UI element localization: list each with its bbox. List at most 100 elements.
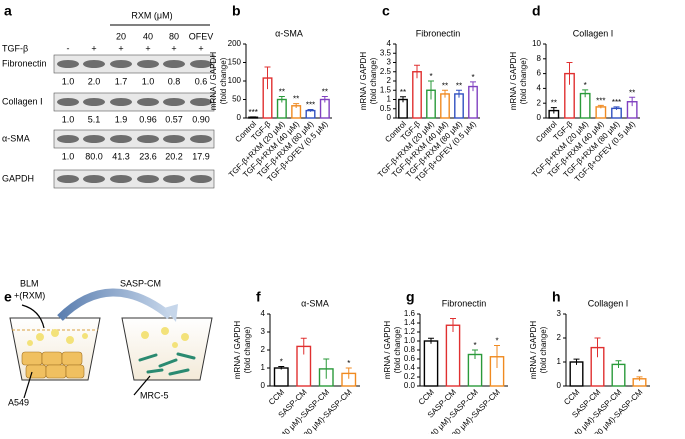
y-tick-label: 0	[387, 113, 392, 122]
band	[137, 98, 159, 106]
quant: 0.6	[195, 76, 208, 86]
bar	[468, 85, 478, 119]
error-bar	[300, 337, 307, 355]
error-bar	[321, 96, 328, 103]
band	[163, 175, 185, 183]
band	[57, 98, 79, 106]
band	[137, 135, 159, 143]
panel-label: f	[256, 289, 261, 305]
significance: **	[400, 88, 406, 97]
error-bar	[278, 96, 285, 103]
y-axis-label: (fold change)	[369, 57, 378, 104]
chart-title: Collagen I	[588, 298, 629, 308]
y-tick-label: 0	[557, 381, 562, 390]
significance: **	[456, 81, 462, 90]
y-tick-label: 2	[537, 98, 542, 107]
error-bar	[456, 89, 462, 98]
x-tick-label: CCM	[267, 387, 286, 406]
bar	[423, 340, 439, 387]
band	[83, 60, 105, 68]
chart-title: Fibronectin	[416, 28, 461, 38]
band	[190, 60, 212, 68]
significance: *	[495, 337, 498, 346]
y-axis-label: (fold change)	[219, 57, 228, 104]
quant: 41.3	[112, 151, 130, 161]
error-bar	[278, 366, 285, 370]
band	[110, 135, 132, 143]
y-tick-label: 1.0	[404, 336, 416, 345]
significance: ***	[248, 108, 257, 117]
chart-title: α-SMA	[301, 298, 329, 308]
blot-strip	[53, 92, 215, 112]
error-bar	[573, 358, 580, 365]
chart-title: α-SMA	[275, 28, 303, 38]
y-tick-label: 0	[261, 381, 266, 390]
quant: 1.0	[62, 114, 75, 124]
significance: **	[279, 88, 285, 97]
error-bar	[428, 337, 434, 344]
y-axis-label: (fold change)	[519, 57, 528, 104]
y-tick-label: 1	[557, 357, 562, 366]
y-tick-label: 50	[232, 95, 241, 104]
band	[57, 175, 79, 183]
error-bar	[550, 107, 557, 114]
quant: 2.0	[88, 76, 101, 86]
y-tick-label: 3.5	[380, 48, 392, 57]
significance: **	[293, 95, 299, 104]
y-axis-label: (fold change)	[243, 326, 252, 373]
y-tick-label: 3	[557, 309, 562, 318]
quant: 80.0	[85, 151, 103, 161]
band	[163, 135, 185, 143]
lane-sign: +	[145, 43, 150, 53]
band	[190, 135, 212, 143]
significance: *	[280, 358, 283, 367]
arrow	[23, 371, 33, 399]
significance: *	[347, 359, 350, 368]
y-tick-label: 0	[237, 113, 242, 122]
y-tick-label: 3	[387, 58, 392, 67]
band	[137, 60, 159, 68]
y-axis-label: mRNA / GAPDH	[529, 321, 538, 379]
band	[163, 98, 185, 106]
y-tick-label: 2	[261, 345, 266, 354]
significance: ***	[306, 101, 315, 110]
x-tick-label: CCM	[417, 387, 436, 406]
y-tick-label: 1.5	[380, 85, 392, 94]
dose: 80	[169, 31, 179, 41]
panel-label: d	[532, 3, 541, 19]
panel-label: h	[552, 289, 561, 305]
y-axis-label: mRNA / GAPDH	[383, 321, 392, 379]
error-bar	[293, 103, 300, 109]
quant: 23.6	[139, 151, 157, 161]
arrow	[21, 304, 45, 329]
dose: 40	[143, 31, 153, 41]
header: RXM (μM)	[131, 10, 172, 20]
error-bar	[597, 104, 604, 109]
chart-title: Collagen I	[573, 28, 614, 38]
quant: 0.57	[165, 114, 183, 124]
bar	[467, 353, 483, 387]
error-bar	[414, 64, 420, 79]
quant: 17.9	[192, 151, 210, 161]
bar	[569, 361, 584, 387]
y-tick-label: 0.0	[404, 381, 416, 390]
y-tick-label: 0.8	[404, 345, 416, 354]
lane-sign: +	[171, 43, 176, 53]
significance: *	[473, 341, 476, 350]
band	[57, 60, 79, 68]
y-tick-label: 100	[228, 76, 242, 85]
y-axis-label: (fold change)	[393, 326, 402, 373]
error-bar	[470, 81, 476, 92]
lane-sign: -	[67, 43, 70, 53]
significance: *	[471, 73, 474, 82]
error-bar	[629, 96, 636, 107]
y-axis-label: mRNA / GAPDH	[509, 52, 518, 110]
bar	[445, 324, 461, 387]
significance: ***	[596, 97, 605, 106]
band	[110, 175, 132, 183]
medium: SASP-CM	[120, 278, 161, 288]
fibroblasts	[138, 352, 196, 376]
bar	[595, 106, 607, 119]
y-tick-label: 1	[261, 363, 266, 372]
